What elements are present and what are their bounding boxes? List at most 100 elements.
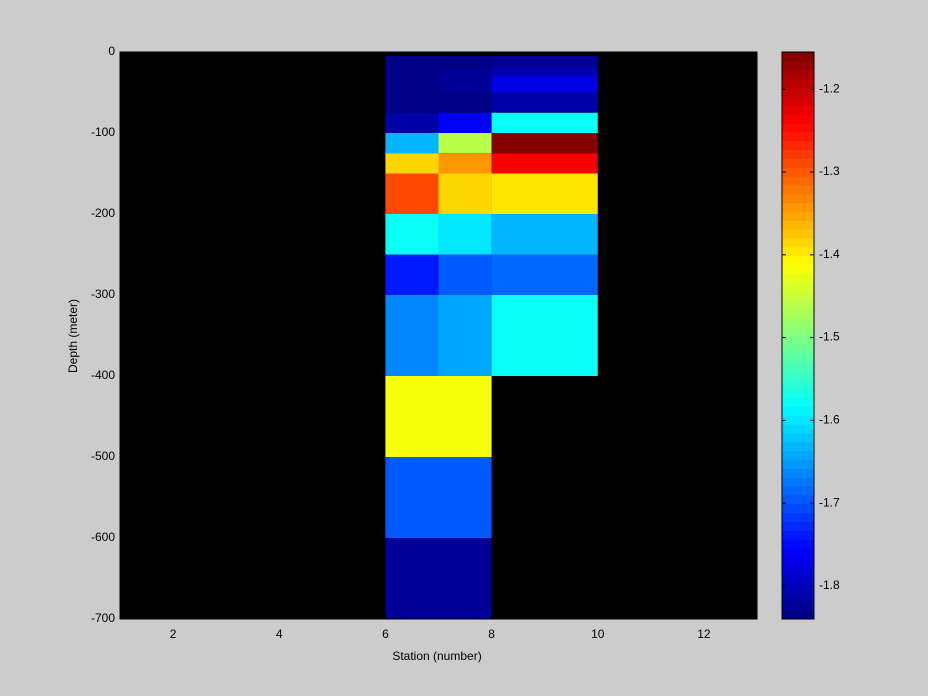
colorbar-tick-label: -1.4 <box>819 247 840 261</box>
heat-cell <box>385 112 439 133</box>
colorbar-tick-label: -1.6 <box>819 413 840 427</box>
heat-cell <box>491 153 598 174</box>
colorbar-band <box>782 486 814 496</box>
x-tick-label: 10 <box>591 627 605 641</box>
y-tick-label: -600 <box>91 530 115 544</box>
colorbar-band <box>782 335 814 345</box>
colorbar-band <box>782 388 814 399</box>
heat-cell <box>385 173 439 214</box>
colorbar-band <box>782 69 814 80</box>
colorbar-band <box>782 610 814 620</box>
colorbar-band <box>782 353 814 363</box>
colorbar-band <box>782 459 814 469</box>
colorbar-band <box>782 131 814 142</box>
colorbar-tick-label: -1.5 <box>819 330 840 344</box>
heat-cell <box>491 214 598 255</box>
y-tick-label: 0 <box>108 44 115 58</box>
colorbar-band <box>782 503 814 514</box>
colorbar-band <box>782 450 814 461</box>
x-tick-label: 2 <box>170 627 177 641</box>
heat-cell <box>438 112 492 133</box>
colorbar-band <box>782 362 814 372</box>
colorbar-band <box>782 432 814 443</box>
heat-cell <box>438 133 492 154</box>
x-tick-label: 8 <box>488 627 495 641</box>
heat-cell <box>491 173 598 214</box>
colorbar-band <box>782 548 814 558</box>
colorbar-band <box>782 264 814 274</box>
colorbar-band <box>782 176 814 186</box>
colorbar-band <box>782 87 814 97</box>
colorbar-band <box>782 477 814 487</box>
heat-cell <box>438 173 492 214</box>
colorbar-band <box>782 406 814 416</box>
colorbar-band <box>782 556 814 567</box>
heat-cell <box>438 92 492 113</box>
colorbar-band <box>782 344 814 354</box>
y-tick-label: -700 <box>91 611 115 625</box>
colorbar-band <box>782 114 814 124</box>
heat-cell <box>491 76 598 93</box>
colorbar-band <box>782 397 814 407</box>
heat-cell <box>491 112 598 133</box>
colorbar-band <box>782 291 814 301</box>
heat-cell <box>491 56 598 69</box>
y-tick-label: -100 <box>91 125 115 139</box>
y-tick-label: -300 <box>91 287 115 301</box>
colorbar-band <box>782 379 814 390</box>
y-tick-label: -400 <box>91 368 115 382</box>
colorbar-band <box>782 494 814 505</box>
colorbar-band <box>782 184 814 195</box>
colorbar-tick-label: -1.8 <box>819 578 840 592</box>
y-axis-label: Depth (meter) <box>66 299 80 373</box>
colorbar-band <box>782 424 814 434</box>
colorbar-band <box>782 370 814 381</box>
heat-cell <box>491 133 598 154</box>
colorbar-band <box>782 78 814 88</box>
colorbar-box <box>781 51 815 620</box>
colorbar-band <box>782 282 814 292</box>
heat-cell <box>491 254 598 295</box>
colorbar-band <box>782 96 814 106</box>
heat-cell <box>491 92 598 113</box>
colorbar-band <box>782 52 814 62</box>
x-tick-label: 4 <box>276 627 283 641</box>
heat-cell <box>385 295 439 376</box>
colorbar-band <box>782 565 814 576</box>
colorbar-band <box>782 574 814 585</box>
colorbar-band <box>782 167 814 177</box>
colorbar-band <box>782 211 814 221</box>
x-tick-label: 12 <box>697 627 711 641</box>
y-tick-label: -500 <box>91 449 115 463</box>
colorbar-band <box>782 300 814 310</box>
colorbar-band <box>782 592 814 602</box>
colorbar-band <box>782 441 814 452</box>
colorbar-band <box>782 238 814 248</box>
heat-cell <box>438 68 492 93</box>
colorbar-band <box>782 149 814 159</box>
heat-cell <box>491 68 598 77</box>
colorbar-band <box>782 122 814 133</box>
heat-cell <box>491 295 598 376</box>
heat-cell <box>438 214 492 255</box>
colorbar-tick-label: -1.2 <box>819 81 840 95</box>
heat-cell <box>438 295 492 376</box>
heat-cell <box>385 254 439 295</box>
heat-cell <box>385 376 492 457</box>
heat-cell <box>385 538 492 619</box>
colorbar-band <box>782 512 814 523</box>
colorbar-band <box>782 415 814 425</box>
heat-cell <box>385 56 439 113</box>
x-tick-label: 6 <box>382 627 389 641</box>
heat-cell <box>385 457 492 538</box>
colorbar-band <box>782 202 814 212</box>
colorbar-band <box>782 468 814 478</box>
y-tick-label: -200 <box>91 206 115 220</box>
x-axis-label: Station (number) <box>392 649 481 663</box>
colorbar-tick-label: -1.7 <box>819 495 840 509</box>
axes-box <box>119 51 758 620</box>
colorbar-tick-label: -1.3 <box>819 164 840 178</box>
colorbar-band <box>782 308 814 319</box>
